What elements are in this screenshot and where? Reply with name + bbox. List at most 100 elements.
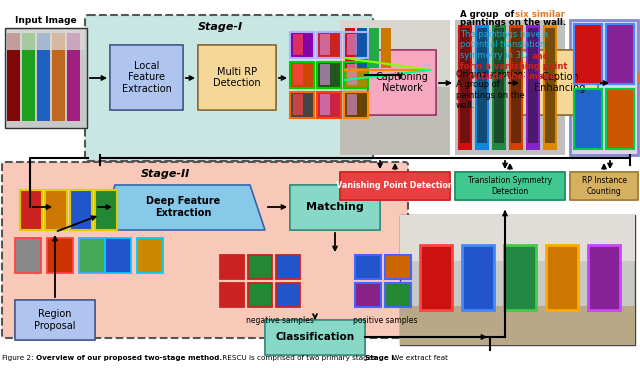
Bar — [347, 64, 357, 85]
Text: Figure 2:: Figure 2: — [2, 355, 36, 361]
Bar — [455, 20, 565, 155]
Bar — [344, 92, 368, 118]
Bar — [317, 62, 341, 88]
Text: Captioning
Network: Captioning Network — [376, 72, 428, 93]
Bar — [95, 190, 117, 230]
Bar — [509, 25, 523, 150]
Text: RESCU is comprised of two primary stages.: RESCU is comprised of two primary stages… — [220, 355, 381, 361]
Bar — [15, 238, 41, 273]
Bar — [574, 24, 602, 84]
FancyBboxPatch shape — [198, 45, 276, 110]
Text: Stage I.: Stage I. — [365, 355, 397, 361]
Bar — [70, 190, 92, 230]
FancyBboxPatch shape — [522, 50, 598, 115]
Text: six similar: six similar — [515, 10, 565, 19]
Bar — [347, 94, 357, 115]
Bar — [137, 238, 163, 273]
Bar — [462, 245, 494, 310]
Bar — [385, 255, 411, 279]
Bar — [606, 89, 634, 149]
Text: positive samples: positive samples — [353, 316, 417, 325]
Bar — [420, 245, 452, 310]
FancyBboxPatch shape — [110, 45, 183, 110]
Bar — [526, 25, 540, 150]
Bar — [248, 283, 272, 307]
Bar — [546, 245, 578, 310]
Bar — [15, 238, 41, 273]
Bar — [45, 190, 67, 230]
Bar — [344, 92, 368, 118]
Bar — [320, 94, 330, 115]
Bar — [574, 89, 602, 149]
Bar — [293, 64, 303, 85]
Bar — [20, 190, 42, 230]
Bar — [20, 190, 42, 230]
Bar — [355, 255, 381, 279]
Bar — [248, 283, 272, 307]
Text: We extract feat: We extract feat — [390, 355, 448, 361]
Bar — [105, 238, 131, 273]
Bar — [276, 283, 300, 307]
Bar — [5, 28, 87, 128]
Bar — [276, 255, 300, 279]
Text: Matching: Matching — [306, 202, 364, 212]
Bar — [504, 245, 536, 310]
Bar — [344, 32, 368, 58]
Bar — [220, 283, 244, 307]
Bar — [460, 28, 470, 143]
Bar — [345, 28, 355, 68]
Bar — [290, 62, 314, 88]
Bar — [369, 28, 379, 68]
Bar — [317, 62, 341, 88]
Bar — [105, 238, 131, 273]
Bar — [357, 28, 367, 68]
Bar — [504, 245, 536, 310]
FancyBboxPatch shape — [85, 15, 373, 161]
Text: Multi RP
Detection: Multi RP Detection — [213, 67, 261, 88]
Bar — [290, 32, 314, 58]
Text: Input Image: Input Image — [15, 16, 77, 25]
FancyBboxPatch shape — [15, 300, 95, 340]
Bar — [320, 64, 330, 85]
Text: paintings on the wall.: paintings on the wall. — [460, 18, 566, 27]
Bar — [70, 190, 92, 230]
Bar — [45, 190, 67, 230]
Polygon shape — [100, 185, 265, 230]
Bar — [400, 215, 635, 345]
Bar — [340, 20, 450, 87]
Bar — [355, 283, 381, 307]
Bar — [344, 32, 368, 58]
Bar — [37, 33, 50, 121]
FancyBboxPatch shape — [290, 185, 380, 230]
Bar — [400, 215, 635, 261]
Bar — [574, 89, 602, 149]
Bar — [355, 283, 381, 307]
Bar — [290, 62, 314, 88]
Text: and: and — [532, 52, 550, 61]
Bar — [317, 32, 341, 58]
Bar — [47, 238, 73, 273]
Bar — [95, 190, 117, 230]
Bar — [47, 238, 73, 273]
Text: Caption
Enhancing: Caption Enhancing — [534, 72, 586, 93]
Bar — [511, 28, 521, 143]
Text: form a vanishing point
outside the image.: form a vanishing point outside the image… — [460, 62, 568, 81]
Text: A group  of: A group of — [460, 10, 517, 19]
Bar — [340, 20, 450, 155]
FancyBboxPatch shape — [368, 50, 436, 115]
Bar — [7, 30, 85, 50]
Bar — [344, 62, 368, 88]
Text: Translation Symmetry
Detection: Translation Symmetry Detection — [468, 176, 552, 196]
Bar — [290, 32, 314, 58]
Bar — [67, 33, 80, 121]
Bar — [220, 255, 244, 279]
Bar — [52, 33, 65, 121]
Bar — [606, 89, 634, 149]
Text: 6: 6 — [636, 66, 640, 94]
Bar — [546, 245, 578, 310]
FancyBboxPatch shape — [2, 162, 408, 338]
Bar — [290, 92, 314, 118]
Bar — [220, 283, 244, 307]
Bar — [385, 255, 411, 279]
Text: Deep Feature
Extraction: Deep Feature Extraction — [146, 196, 220, 218]
